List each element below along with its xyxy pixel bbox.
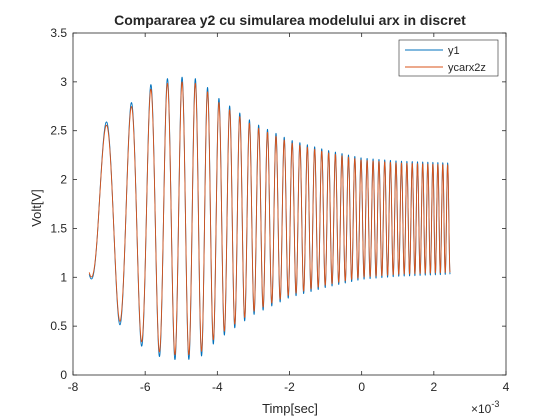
axes-background <box>73 33 506 375</box>
x-tick-label: 2 <box>430 380 437 394</box>
chart-title: Compararea y2 cu simularea modelului arx… <box>114 12 466 28</box>
x-tick-label: -6 <box>140 380 151 394</box>
x-tick-label: -8 <box>68 380 79 394</box>
legend-label-ycarx2z: ycarx2z <box>448 62 486 74</box>
y-tick-label: 3.5 <box>50 26 67 40</box>
x-tick-label: -4 <box>212 380 223 394</box>
x-tick-label: 0 <box>358 380 365 394</box>
x-exponent-label: ×10-3 <box>471 399 499 416</box>
x-exponent-base: ×10 <box>471 402 492 416</box>
x-tick-label: 4 <box>503 380 510 394</box>
legend: y1 ycarx2z <box>398 39 499 77</box>
series-layer <box>88 76 451 360</box>
x-tick-label: -2 <box>284 380 295 394</box>
x-axis-label: Timp[sec] <box>262 401 318 416</box>
series-line-ycarx2z <box>88 81 451 356</box>
ticks-layer: -8 -6 -4 -2 0 2 4 0 0.5 1 1.5 2 2.5 3 3.5 <box>50 26 509 394</box>
legend-box <box>398 39 499 77</box>
legend-label-y1: y1 <box>448 45 460 57</box>
x-exponent-power: -3 <box>491 399 499 409</box>
y-tick-label: 0.5 <box>50 319 67 333</box>
y-tick-label: 3 <box>60 75 67 89</box>
y-tick-label: 1.5 <box>50 221 67 235</box>
y-tick-label: 1 <box>60 270 67 284</box>
y-tick-label: 0 <box>60 368 67 382</box>
y-tick-label: 2.5 <box>50 124 67 138</box>
y-tick-label: 2 <box>60 173 67 187</box>
y-axis-label: Volt[V] <box>29 189 44 227</box>
